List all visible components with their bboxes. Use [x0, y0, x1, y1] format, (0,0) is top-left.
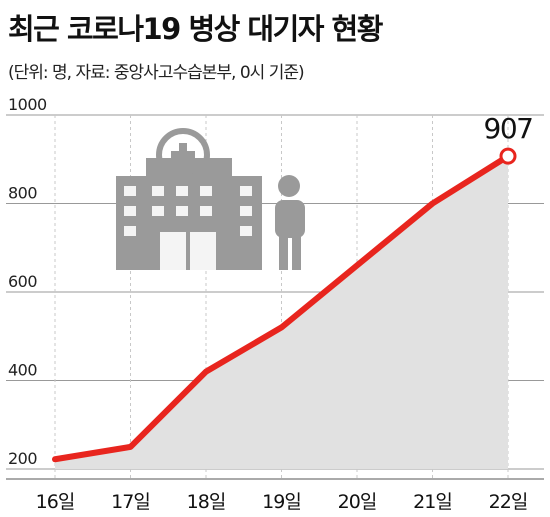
annotations: 907 [484, 112, 534, 145]
area-fill [55, 156, 508, 469]
chart-subtitle: (단위: 명, 자료: 중앙사고수습본부, 0시 기준) [8, 63, 305, 83]
data-label: 907 [484, 112, 533, 145]
chart-title: 최근 코로나19 병상 대기자 현황 [8, 12, 383, 46]
y-axis-ticks: 200 400 600 800 1000 [8, 95, 48, 468]
hospital-building-icon [116, 128, 262, 270]
y-tick-label: 1000 [8, 95, 47, 114]
y-tick-label: 800 [8, 184, 37, 203]
x-tick-label: 21일 [413, 491, 452, 513]
person-icon [275, 175, 305, 270]
y-tick-label: 200 [8, 449, 37, 468]
x-tick-label: 19일 [262, 491, 301, 513]
last-point-marker [499, 147, 517, 165]
series-line [52, 153, 511, 463]
x-tick-label: 20일 [338, 491, 377, 513]
illustration [116, 128, 305, 270]
markers [499, 147, 517, 165]
y-tick-label: 600 [8, 272, 37, 291]
x-tick-label: 17일 [111, 491, 150, 513]
x-tick-label: 22일 [489, 491, 528, 513]
x-axis-ticks: 16일 17일 18일 19일 20일 21일 22일 [6, 478, 544, 513]
x-tick-label: 18일 [187, 491, 226, 513]
x-tick-label: 16일 [36, 491, 75, 513]
y-tick-label: 400 [8, 361, 37, 380]
